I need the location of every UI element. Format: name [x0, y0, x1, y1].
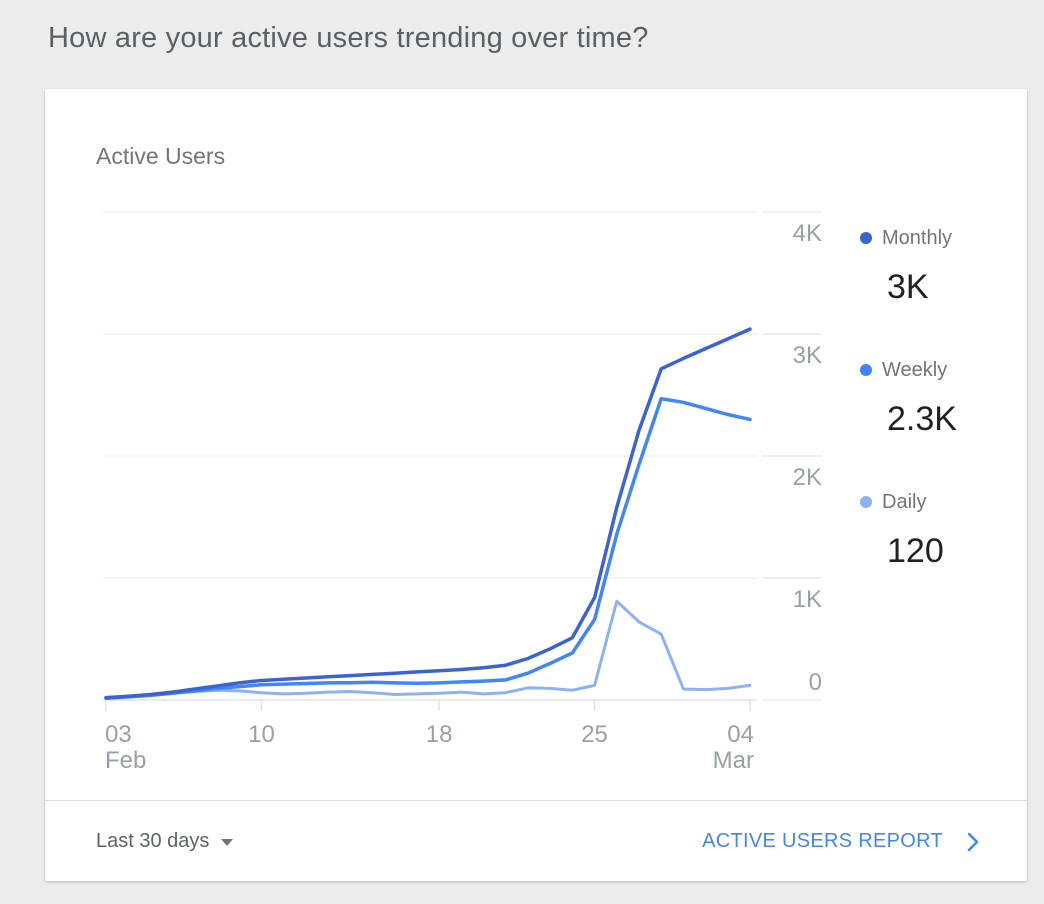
legend-item-monthly: Monthly 3K: [860, 224, 952, 307]
dropdown-arrow-icon: [221, 839, 234, 846]
y-axis-label: 4K: [793, 220, 822, 247]
legend-value-monthly: 3K: [887, 268, 929, 306]
legend-value-weekly: 2.3K: [887, 400, 957, 438]
monthly-dot-icon: [860, 232, 872, 244]
legend-label-daily: Daily: [882, 490, 927, 513]
date-range-label: Last 30 days: [96, 829, 210, 852]
x-axis-label: 25: [581, 721, 608, 748]
x-axis-label: 04: [727, 721, 754, 748]
legend-label-monthly: Monthly: [882, 226, 953, 249]
x-axis-sublabel: Feb: [105, 747, 146, 774]
legend-item-daily: Daily 120: [860, 488, 944, 571]
chevron-right-icon: [967, 832, 979, 851]
page-question: How are your active users trending over …: [48, 22, 649, 54]
legend-item-weekly: Weekly 2.3K: [860, 356, 957, 439]
legend-row: Monthly: [860, 224, 952, 252]
weekly-line: [104, 396, 752, 700]
x-axis-label: 03: [105, 721, 132, 748]
y-axis-label: 3K: [793, 342, 822, 369]
card-title: Active Users: [96, 143, 226, 169]
legend-label-weekly: Weekly: [882, 358, 948, 381]
date-range-selector[interactable]: Last 30 days: [96, 829, 234, 853]
y-axis-label: 2K: [793, 464, 822, 491]
x-axis-label: 18: [426, 721, 453, 748]
active-users-card: Active Users 0 1K 2K 3K 4K 03 Feb 10 18 25 04 Mar M…: [45, 89, 1027, 881]
report-link-label: ACTIVE USERS REPORT: [702, 829, 943, 852]
y-axis-label: 0: [809, 669, 822, 696]
x-axis-label: 10: [248, 721, 275, 748]
weekly-dot-icon: [860, 364, 872, 376]
card-footer: Last 30 days ACTIVE USERS REPORT: [45, 800, 1027, 881]
y-axis-label: 1K: [793, 586, 822, 613]
monthly-line: [104, 327, 752, 700]
legend-row: Weekly: [860, 356, 957, 384]
legend-value-daily: 120: [887, 532, 944, 570]
legend-row: Daily: [860, 488, 944, 516]
x-axis-sublabel: Mar: [713, 747, 754, 774]
active-users-report-link[interactable]: ACTIVE USERS REPORT: [702, 830, 980, 853]
daily-dot-icon: [860, 496, 872, 508]
